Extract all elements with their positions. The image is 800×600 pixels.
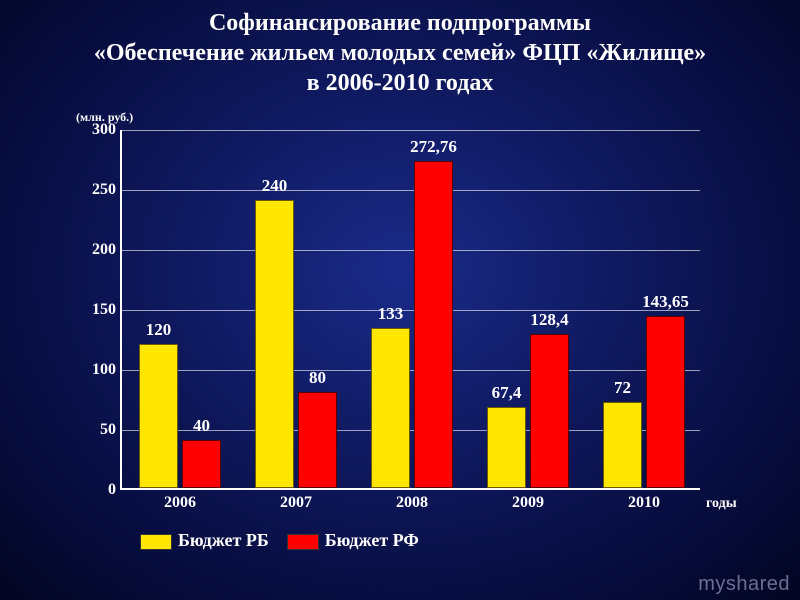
bar-rf <box>530 334 568 488</box>
grid-line <box>122 130 700 131</box>
x-tick: 2007 <box>280 494 312 512</box>
bar-rb <box>255 200 293 488</box>
data-label: 67,4 <box>492 383 522 403</box>
x-tick: 2008 <box>396 494 428 512</box>
data-label: 133 <box>378 304 404 324</box>
data-label: 143,65 <box>642 292 689 312</box>
bar-rb <box>371 328 409 488</box>
legend-label: Бюджет РФ <box>325 530 419 550</box>
data-label: 120 <box>146 320 172 340</box>
y-tick: 50 <box>66 421 116 439</box>
x-tick: 2009 <box>512 494 544 512</box>
plot-area: 0501001502002503002006120402007240802008… <box>120 130 700 490</box>
data-label: 128,4 <box>530 310 568 330</box>
x-axis-label: годы <box>706 496 737 512</box>
legend-label: Бюджет РБ <box>178 530 269 550</box>
bar-rb <box>603 402 641 488</box>
x-tick: 2010 <box>628 494 660 512</box>
title-line-1: Софинансирование подпрограммы <box>0 8 800 38</box>
data-label: 40 <box>193 416 210 436</box>
grid-line <box>122 370 700 371</box>
bar-rf <box>646 316 684 488</box>
legend-item: Бюджет РБ <box>140 530 269 551</box>
grid-line <box>122 310 700 311</box>
y-tick: 0 <box>66 481 116 499</box>
y-tick: 200 <box>66 241 116 259</box>
grid-line <box>122 190 700 191</box>
legend-swatch <box>140 534 172 550</box>
y-tick: 250 <box>66 181 116 199</box>
watermark: myshared <box>698 573 790 596</box>
title-line-2: «Обеспечение жильем молодых семей» ФЦП «… <box>0 38 800 68</box>
legend-item: Бюджет РФ <box>287 530 419 551</box>
bar-rb <box>139 344 177 488</box>
title-line-3: в 2006-2010 годах <box>0 68 800 98</box>
grid-line <box>122 250 700 251</box>
data-label: 272,76 <box>410 137 457 157</box>
legend: Бюджет РБ Бюджет РФ <box>140 530 419 551</box>
bar-rf <box>298 392 336 488</box>
x-tick: 2006 <box>164 494 196 512</box>
y-tick: 100 <box>66 361 116 379</box>
data-label: 72 <box>614 378 631 398</box>
bar-rf <box>414 161 452 488</box>
bar-rf <box>182 440 220 488</box>
data-label: 240 <box>262 176 288 196</box>
chart-title: Софинансирование подпрограммы «Обеспечен… <box>0 0 800 98</box>
data-label: 80 <box>309 368 326 388</box>
chart-area: 0501001502002503002006120402007240802008… <box>120 130 700 490</box>
legend-swatch <box>287 534 319 550</box>
y-tick: 150 <box>66 301 116 319</box>
y-tick: 300 <box>66 121 116 139</box>
bar-rb <box>487 407 525 488</box>
